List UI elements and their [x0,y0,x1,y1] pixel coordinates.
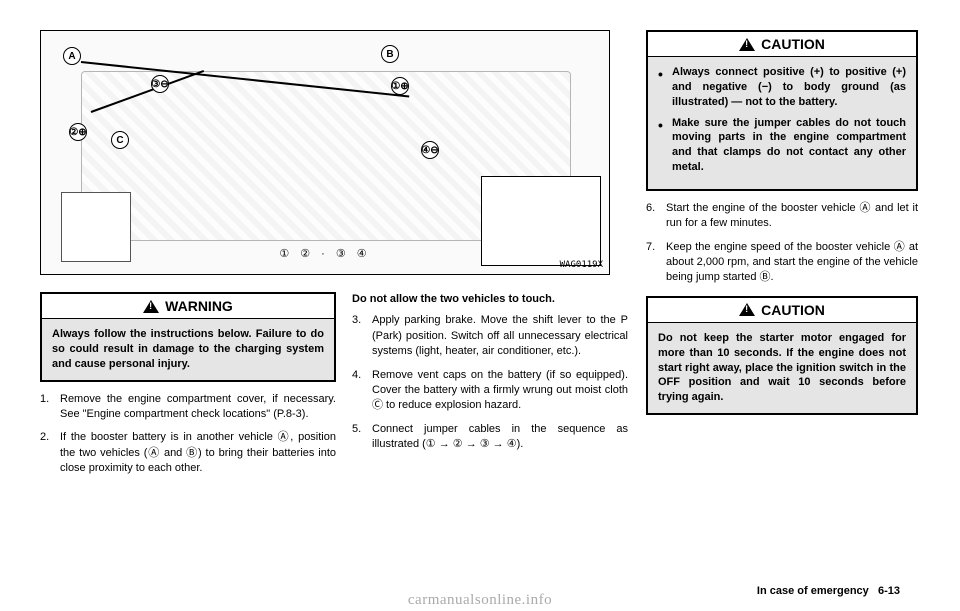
warning-heading-text: WARNING [165,298,233,314]
caution1-item-2: Make sure the jumper cables do not touch… [658,116,906,175]
connection-sequence: ① ② · ③ ④ [279,247,370,260]
warning-heading: WARNING [42,294,334,319]
battery-box [61,192,131,262]
terminal-2: ②⊕ [69,123,87,141]
terminal-4: ④⊖ [421,141,439,159]
label-a: A [63,47,81,65]
label-b: B [381,45,399,63]
terminal-3: ③⊖ [151,75,169,93]
watermark: carmanualsonline.info [0,592,960,609]
caution-icon [739,38,755,51]
steps-6-7: Start the engine of the booster vehicle … [646,201,918,286]
right-body-text: Start the engine of the booster vehicle … [646,201,918,286]
caution-box-2: CAUTION Do not keep the starter motor en… [646,296,918,415]
step-6: Start the engine of the booster vehicle … [646,201,918,232]
caution1-body: Always connect positive (+) to positive … [648,57,916,189]
step-5: Connect jumper cables in the sequence as… [352,422,628,453]
left-body-text: Remove the engine compartment cover, if … [40,392,336,477]
step-4: Remove vent caps on the battery (if so e… [352,368,628,414]
step-7: Keep the engine speed of the booster veh… [646,240,918,286]
caution2-body: Do not keep the starter motor engaged fo… [648,323,916,413]
caution2-heading: CAUTION [648,298,916,323]
step-2: If the booster battery is in another veh… [40,430,336,476]
warning-icon [143,300,159,313]
caution-icon [739,303,755,316]
caution1-heading-text: CAUTION [761,36,825,52]
caution1-heading: CAUTION [648,32,916,57]
warning-box: WARNING Always follow the instructions b… [40,292,336,382]
jumper-cable-diagram: A B C ①⊕ ②⊕ ③⊖ ④⊖ ① ② · ③ ④ WAG0119X [40,30,610,275]
diagram-code: WAG0119X [560,260,603,270]
steps-3-5: Apply parking brake. Move the shift leve… [352,313,628,452]
step-1: Remove the engine compartment cover, if … [40,392,336,423]
step-3: Apply parking brake. Move the shift leve… [352,313,628,359]
mid-body-text: Do not allow the two vehicles to touch. … [352,292,628,453]
inset-detail [481,176,601,266]
warning-body: Always follow the instructions below. Fa… [42,319,334,380]
caution-box-1: CAUTION Always connect positive (+) to p… [646,30,918,191]
caution2-heading-text: CAUTION [761,302,825,318]
caution1-item-1: Always connect positive (+) to positive … [658,65,906,110]
label-c: C [111,131,129,149]
steps-1-2: Remove the engine compartment cover, if … [40,392,336,477]
do-not-touch-line: Do not allow the two vehicles to touch. [352,292,628,307]
terminal-1: ①⊕ [391,77,409,95]
